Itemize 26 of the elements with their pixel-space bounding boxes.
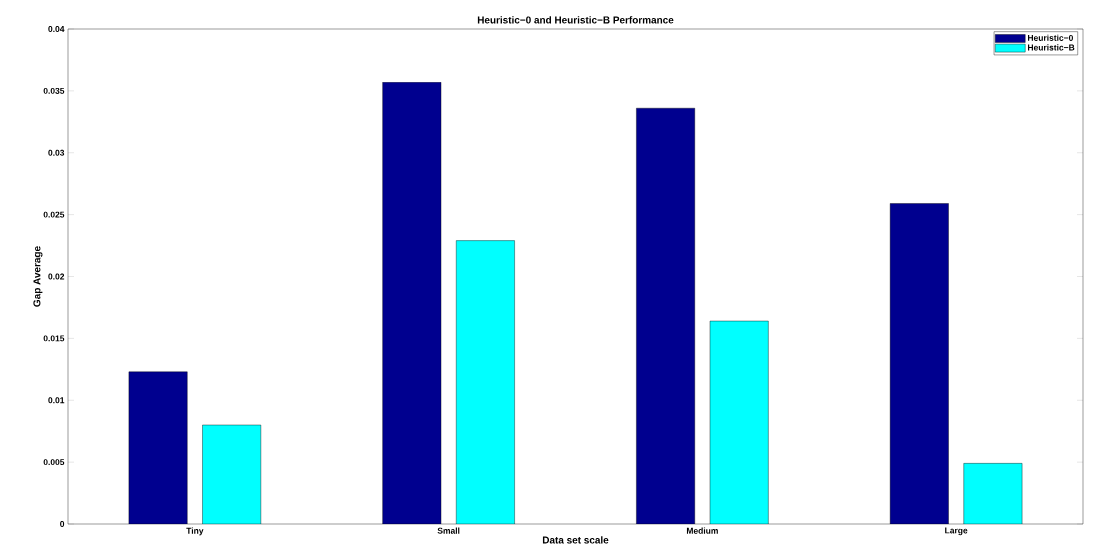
chart-title: Heuristic−0 and Heuristic−B Performance <box>477 16 674 24</box>
bar <box>202 424 262 524</box>
y-tick-label: 0.01 <box>48 397 65 404</box>
bar <box>889 203 949 524</box>
y-tick-label: 0.015 <box>43 335 65 342</box>
bar <box>963 463 1023 524</box>
y-tick-label: 0.04 <box>48 26 65 32</box>
bar <box>709 320 769 524</box>
bar <box>128 371 188 524</box>
x-tick-label: Large <box>945 527 968 536</box>
x-tick-label: Small <box>437 527 460 534</box>
x-axis-title: Data set scale <box>542 536 609 544</box>
y-tick-label: 0.005 <box>43 459 65 466</box>
bar <box>636 108 695 524</box>
bar <box>382 82 442 524</box>
y-tick-label: 0.035 <box>43 87 65 94</box>
legend-label: Heuristic−B <box>1028 44 1075 51</box>
x-tick-label: Tiny <box>186 527 204 536</box>
x-tick-label: Medium <box>686 527 718 534</box>
bar <box>456 240 515 524</box>
legend-label: Heuristic−0 <box>1028 34 1073 41</box>
y-tick-label: 0.025 <box>43 211 65 218</box>
y-axis-title: Gap Average <box>33 246 43 307</box>
y-tick-label: 0.03 <box>48 149 65 156</box>
y-tick-label: 0.02 <box>48 273 65 280</box>
y-tick-label: 0 <box>60 521 65 527</box>
